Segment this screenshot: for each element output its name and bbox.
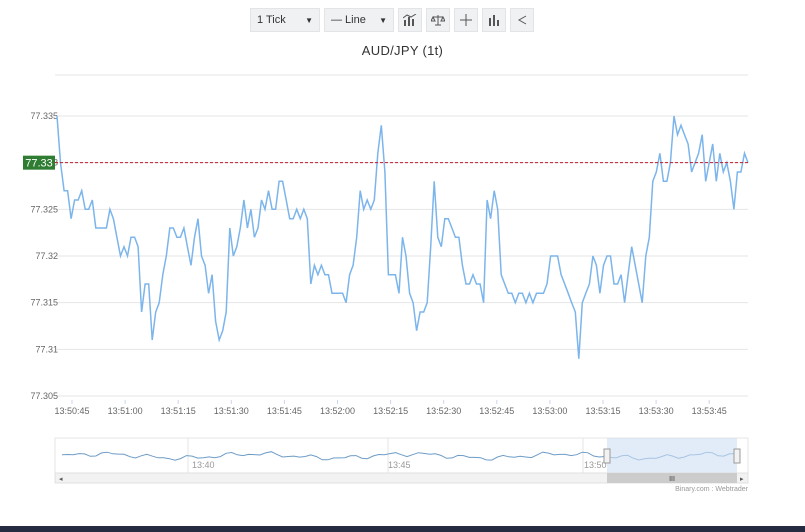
last-price-badge xyxy=(23,155,55,170)
share-icon[interactable] xyxy=(510,8,534,32)
scrollbar-grip-icon: III xyxy=(669,476,675,483)
chevron-down-icon: ▼ xyxy=(305,15,313,25)
bar-chart-icon[interactable] xyxy=(482,8,506,32)
scroll-right-icon[interactable]: ▸ xyxy=(740,476,744,483)
price-line xyxy=(56,115,749,359)
credits: Binary.com : Webtrader xyxy=(675,486,749,493)
scrollbar-thumb[interactable] xyxy=(607,473,737,483)
navigator-right-handle[interactable] xyxy=(733,448,741,464)
scrollbar-track[interactable] xyxy=(54,472,749,484)
navigator-label: 13:50 xyxy=(584,460,607,470)
y-tick-label: 77.315 xyxy=(30,298,58,308)
chevron-down-icon: ▼ xyxy=(379,15,387,25)
x-tick-label: 13:53:45 xyxy=(692,406,727,416)
x-axis: 13:50:45 13:51:00 13:51:15 13:51:30 13:51:45… xyxy=(54,400,727,416)
y-tick-label: 77.325 xyxy=(30,204,58,214)
chart-title: AUD/JPY (1t) xyxy=(361,43,444,58)
y-tick-label: 77.305 xyxy=(30,391,58,401)
x-tick-label: 13:52:00 xyxy=(320,406,355,416)
navigator-selection-mask[interactable] xyxy=(607,438,737,473)
crosshair-icon[interactable] xyxy=(454,8,478,32)
compare-icon[interactable] xyxy=(426,8,450,32)
x-tick-label: 13:52:45 xyxy=(479,406,514,416)
tick-select-label: 1 Tick xyxy=(257,14,286,26)
y-tick-label: 77.31 xyxy=(35,344,58,354)
navigator-label: 13:40 xyxy=(192,460,215,470)
navigator-left-handle[interactable] xyxy=(603,448,611,464)
indicators-icon[interactable] xyxy=(398,8,422,32)
price-chart[interactable]: 77.30577.3177.31577.3277.32577.3377.335 … xyxy=(0,0,805,500)
y-tick-label: 77.32 xyxy=(35,251,58,261)
x-tick-label: 13:50:45 xyxy=(54,406,89,416)
navigator-label: 13:45 xyxy=(388,460,411,470)
chart-toolbar: 1 Tick ▼ — Line ▼ xyxy=(250,8,534,32)
x-tick-label: 13:52:30 xyxy=(426,406,461,416)
last-price-label: 77.33 xyxy=(25,158,53,170)
scroll-left-icon[interactable]: ◂ xyxy=(59,476,63,483)
navigator[interactable]: 13:40 13:45 13:50 III ◂ ▸ xyxy=(54,437,749,484)
footer-bar xyxy=(0,526,805,532)
tick-select[interactable]: 1 Tick ▼ xyxy=(250,8,320,32)
chart-type-label: — Line xyxy=(331,14,366,26)
x-tick-label: 13:53:15 xyxy=(585,406,620,416)
x-tick-label: 13:51:00 xyxy=(108,406,143,416)
x-tick-label: 13:53:30 xyxy=(639,406,674,416)
x-tick-label: 13:51:30 xyxy=(214,406,249,416)
y-tick-label: 77.335 xyxy=(30,111,58,121)
chart-type-select[interactable]: — Line ▼ xyxy=(324,8,394,32)
x-tick-label: 13:53:00 xyxy=(532,406,567,416)
x-tick-label: 13:51:15 xyxy=(161,406,196,416)
x-tick-label: 13:52:15 xyxy=(373,406,408,416)
x-tick-label: 13:51:45 xyxy=(267,406,302,416)
